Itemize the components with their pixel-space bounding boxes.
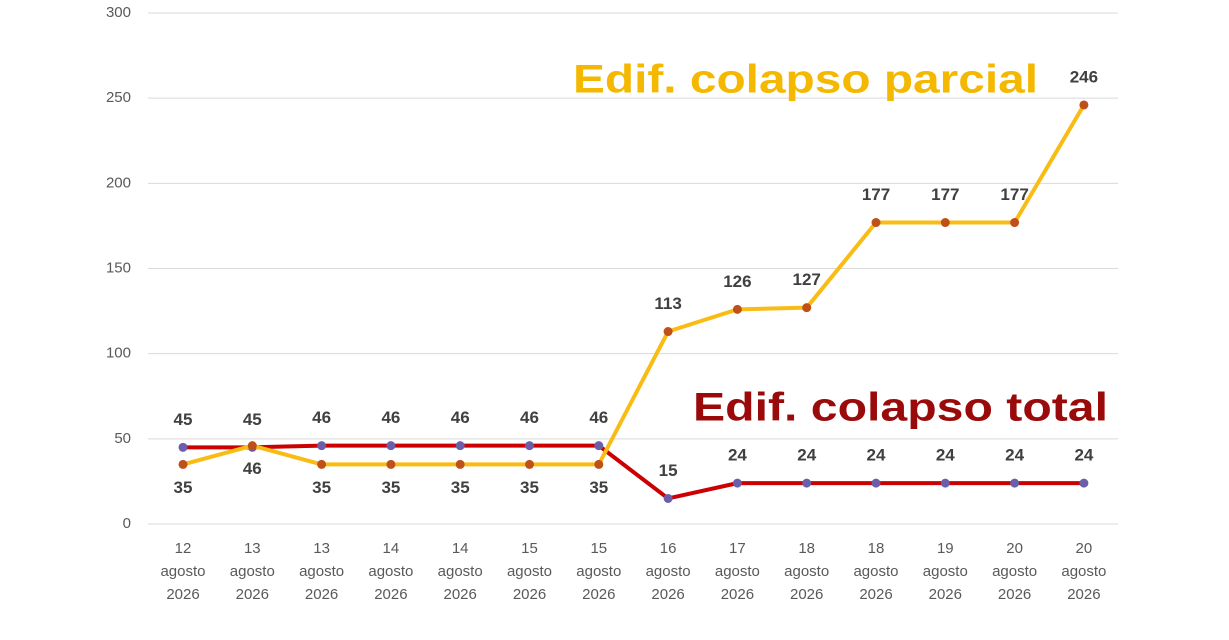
data-label: 177 <box>1000 185 1028 204</box>
data-point <box>871 218 881 228</box>
series-line <box>183 443 1084 501</box>
y-tick-label: 200 <box>106 174 131 191</box>
data-point <box>178 459 188 469</box>
data-point <box>525 441 534 451</box>
x-tick-label: 17 agosto 2026 <box>714 540 760 603</box>
data-label: 24 <box>1074 446 1093 465</box>
data-label: 24 <box>1005 446 1024 465</box>
y-tick-label: 100 <box>106 345 131 362</box>
data-label: 45 <box>243 410 262 429</box>
data-point <box>247 441 257 451</box>
data-label: 35 <box>312 478 331 497</box>
data-point <box>1079 100 1089 110</box>
data-label: 46 <box>381 408 400 427</box>
x-tick-label: 20 agosto 2026 <box>1061 540 1107 603</box>
data-label: 15 <box>659 461 678 480</box>
x-tick-label: 14 agosto 2026 <box>368 540 414 603</box>
data-label: 246 <box>1070 67 1098 86</box>
data-label: 35 <box>174 478 193 497</box>
data-point <box>455 459 465 469</box>
x-tick-label: 15 agosto 2026 <box>576 540 622 603</box>
data-label: 35 <box>381 478 400 497</box>
data-point <box>525 459 534 469</box>
x-tick-label: 18 agosto 2026 <box>784 540 830 603</box>
y-tick-label: 300 <box>106 4 131 21</box>
data-label: 35 <box>520 478 539 497</box>
y-tick-label: 250 <box>106 89 131 106</box>
data-label: 24 <box>797 446 816 465</box>
series-label: Edif. colapso total <box>693 386 1108 430</box>
x-tick-label: 19 agosto 2026 <box>922 540 968 603</box>
x-tick-label: 18 agosto 2026 <box>853 540 899 603</box>
data-point <box>178 442 188 452</box>
x-tick-label: 16 agosto 2026 <box>645 540 691 603</box>
x-tick-label: 12 agosto 2026 <box>160 540 206 603</box>
data-label: 45 <box>174 410 193 429</box>
data-label: 46 <box>451 408 470 427</box>
data-point <box>940 478 950 488</box>
data-label: 35 <box>451 478 470 497</box>
data-point <box>732 304 742 314</box>
data-label: 46 <box>312 408 331 427</box>
data-label: 46 <box>520 408 539 427</box>
data-label: 127 <box>793 270 821 289</box>
data-point <box>1010 478 1020 488</box>
data-label: 35 <box>589 478 608 497</box>
x-tick-label: 13 agosto 2026 <box>229 540 275 603</box>
data-point <box>732 478 742 488</box>
data-label: 177 <box>862 185 890 204</box>
data-point <box>386 441 396 451</box>
x-tick-label: 13 agosto 2026 <box>299 540 345 603</box>
data-label: 24 <box>728 446 747 465</box>
data-point <box>317 441 327 451</box>
data-point <box>1010 218 1020 228</box>
data-point <box>317 459 327 469</box>
data-label: 113 <box>654 294 681 313</box>
data-point <box>802 478 812 488</box>
data-point <box>594 441 604 451</box>
data-label: 46 <box>243 459 262 478</box>
y-tick-label: 50 <box>114 430 131 447</box>
x-tick-label: 15 agosto 2026 <box>506 540 553 603</box>
data-point <box>802 303 812 313</box>
data-label: 126 <box>723 272 751 291</box>
series-label: Edif. colapso parcial <box>573 58 1038 102</box>
data-label: 46 <box>589 408 608 427</box>
data-label: 24 <box>867 446 886 465</box>
data-point <box>386 459 396 469</box>
data-point <box>1079 478 1089 488</box>
x-tick-label: 20 agosto 2026 <box>992 540 1038 603</box>
data-label: 24 <box>936 446 955 465</box>
x-tick-label: 14 agosto 2026 <box>437 540 483 603</box>
data-point <box>871 478 881 488</box>
series-line <box>182 103 1086 467</box>
data-point <box>455 441 465 451</box>
data-point <box>663 493 673 503</box>
data-point <box>663 327 673 337</box>
y-tick-label: 150 <box>106 259 131 276</box>
y-tick-label: 0 <box>123 515 131 532</box>
data-label: 177 <box>931 185 959 204</box>
data-point <box>940 218 950 228</box>
data-point <box>594 459 604 469</box>
